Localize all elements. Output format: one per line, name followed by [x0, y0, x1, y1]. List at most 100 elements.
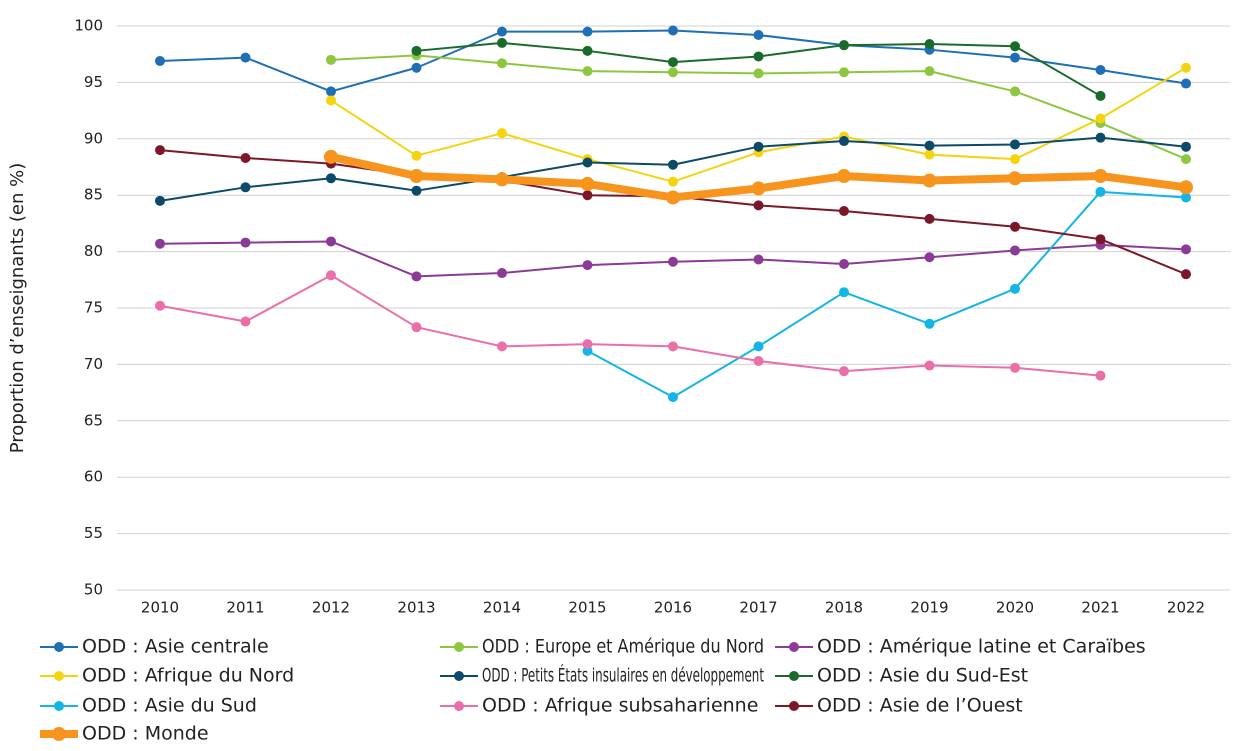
data-point: [753, 356, 764, 367]
data-point: [1179, 180, 1193, 195]
data-point: [922, 173, 937, 188]
data-point: [924, 213, 935, 224]
y-tick-label: 70: [84, 355, 103, 373]
data-point: [411, 271, 422, 282]
legend-swatch-dot: [454, 701, 464, 711]
series-line: [587, 190, 1187, 399]
legend-swatch-dot: [454, 671, 464, 681]
data-point: [924, 252, 935, 263]
data-point: [580, 176, 595, 191]
data-point: [924, 140, 935, 151]
series-line: [159, 274, 1101, 377]
data-point: [1181, 62, 1191, 73]
data-point: [751, 181, 766, 196]
data-point: [924, 360, 935, 371]
data-point: [668, 25, 678, 36]
y-tick-label: 65: [84, 411, 103, 429]
data-point: [1010, 362, 1020, 373]
data-point: [668, 159, 678, 170]
data-point: [1093, 169, 1108, 184]
y-tick-label: 95: [84, 73, 103, 91]
data-point: [1181, 269, 1191, 280]
data-point: [1095, 90, 1106, 101]
data-point: [668, 392, 678, 403]
data-point: [1095, 113, 1106, 124]
data-point: [155, 145, 165, 156]
data-point: [326, 86, 336, 97]
data-point: [497, 37, 507, 48]
y-tick-label: 80: [84, 242, 103, 260]
data-point: [240, 182, 251, 193]
data-point: [839, 205, 849, 216]
data-point: [582, 339, 593, 350]
data-point: [411, 150, 422, 161]
data-point: [753, 254, 764, 265]
data-point: [924, 318, 935, 329]
y-axis-label: Proportion d’enseignants (en %): [7, 163, 28, 453]
data-point: [582, 26, 593, 37]
data-point: [668, 176, 678, 187]
x-tick-label: 2018: [825, 599, 863, 617]
data-point: [1095, 64, 1106, 75]
data-point: [240, 316, 251, 327]
legend-swatch-dot: [789, 701, 799, 711]
data-point: [1010, 245, 1020, 256]
data-point: [1181, 192, 1191, 203]
legend-label: ODD : Asie de l’Ouest: [817, 695, 1023, 717]
data-point: [839, 136, 849, 147]
y-tick-label: 90: [84, 129, 103, 147]
data-point: [839, 366, 849, 377]
data-point: [1010, 52, 1020, 63]
data-point: [240, 152, 251, 163]
data-point: [582, 260, 593, 271]
data-point: [411, 322, 422, 333]
data-point: [582, 190, 593, 201]
data-point: [155, 195, 165, 206]
data-point: [326, 173, 336, 184]
data-point: [1010, 86, 1020, 97]
x-tick-label: 2013: [397, 599, 435, 617]
x-tick-label: 2010: [141, 599, 179, 617]
x-tick-label: 2019: [910, 599, 948, 617]
x-tick-label: 2016: [654, 599, 692, 617]
data-point: [326, 95, 336, 106]
legend-label: ODD : Europe et Amérique du Nord: [482, 636, 764, 658]
data-point: [409, 169, 424, 184]
data-point: [1010, 139, 1020, 150]
data-point: [497, 341, 507, 352]
data-point: [839, 67, 849, 78]
data-point: [839, 40, 849, 51]
y-tick-label: 75: [84, 299, 103, 317]
data-point: [668, 57, 678, 68]
y-tick-label: 60: [84, 468, 103, 486]
legend-swatch-dot: [454, 642, 464, 652]
legend-swatch-dot: [789, 642, 799, 652]
data-point: [582, 45, 593, 56]
data-point: [1095, 370, 1106, 381]
data-point: [1181, 244, 1191, 255]
data-point: [924, 39, 935, 50]
legend-label: ODD : Afrique subsaharienne: [482, 695, 758, 717]
x-tick-label: 2011: [226, 599, 264, 617]
data-point: [582, 66, 593, 77]
data-point: [839, 287, 849, 298]
legend-label: ODD : Asie centrale: [82, 636, 269, 658]
data-point: [753, 51, 764, 62]
data-point: [326, 270, 336, 281]
y-tick-label: 50: [84, 581, 103, 599]
data-point: [1095, 132, 1106, 143]
legend-label: ODD : Asie du Sud-Est: [817, 665, 1028, 687]
data-point: [411, 185, 422, 196]
data-point: [1008, 171, 1022, 186]
legend-swatch-dot: [54, 642, 64, 652]
data-point: [668, 67, 678, 78]
y-tick-label: 100: [74, 17, 103, 35]
data-point: [497, 268, 507, 279]
data-point: [497, 128, 507, 139]
data-point: [155, 238, 165, 249]
data-point: [1010, 221, 1020, 232]
data-point: [753, 200, 764, 211]
x-tick-label: 2014: [483, 599, 521, 617]
x-tick-label: 2021: [1081, 599, 1119, 617]
